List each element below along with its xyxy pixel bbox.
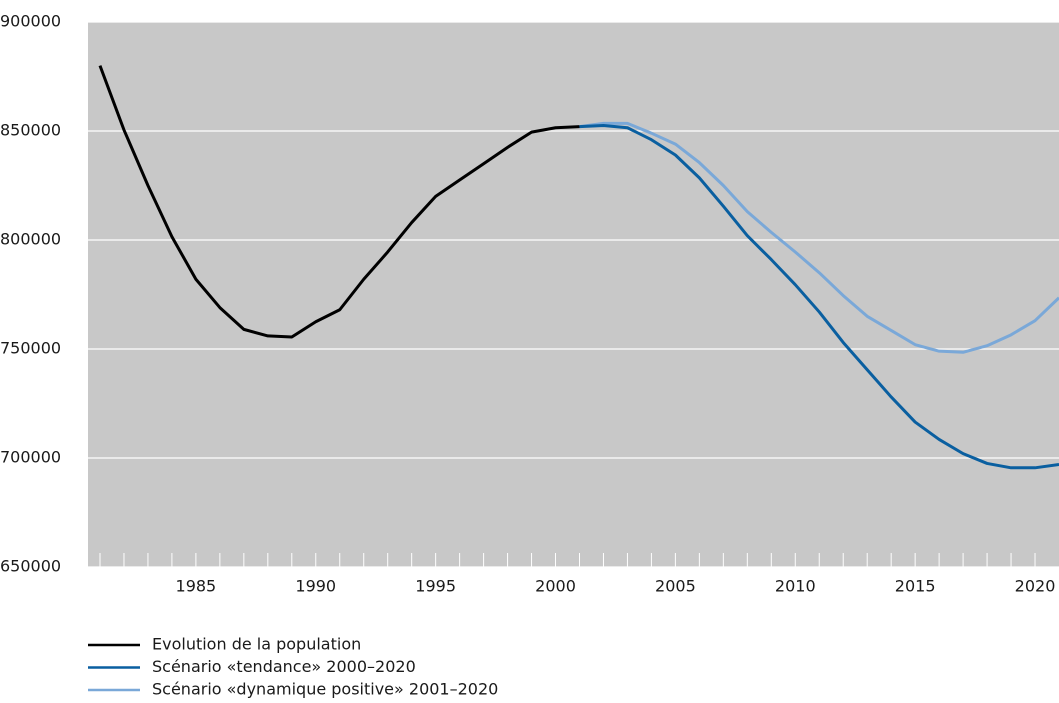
y-tick-label: 700000: [0, 448, 61, 467]
plot-area: [88, 22, 1059, 567]
x-tick-label: 1985: [176, 577, 217, 596]
series-line: [98, 65, 580, 339]
legend-label: Evolution de la population: [152, 635, 361, 654]
legend-label: Scénario «dynamique positive» 2001–2020: [152, 680, 498, 699]
y-tick-label: 900000: [0, 12, 61, 31]
y-tick-label: 800000: [0, 230, 61, 249]
legend-label: Scénario «tendance» 2000–2020: [152, 657, 416, 676]
x-tick-label: 2010: [775, 577, 816, 596]
x-tick-label: 1990: [295, 577, 336, 596]
x-tick-label: 2000: [535, 577, 576, 596]
x-tick-label: 2005: [655, 577, 696, 596]
x-tick-label: 2020: [1015, 577, 1056, 596]
x-tick-label: 2015: [895, 577, 936, 596]
series-line: [579, 121, 1059, 354]
series-line: [579, 124, 1059, 470]
y-tick-label: 650000: [0, 557, 61, 576]
x-tick-label: 1995: [415, 577, 456, 596]
y-tick-label: 750000: [0, 339, 61, 358]
y-tick-label: 850000: [0, 121, 61, 140]
